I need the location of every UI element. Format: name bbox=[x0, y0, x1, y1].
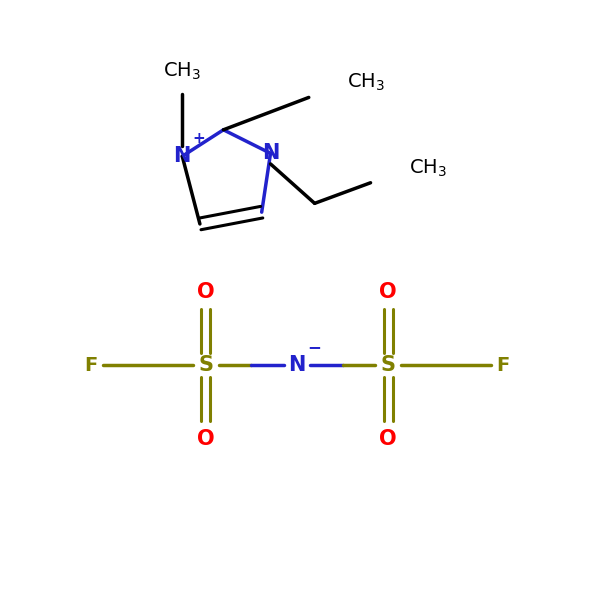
Text: N: N bbox=[288, 355, 306, 375]
Text: O: O bbox=[380, 429, 397, 449]
Text: CH$_3$: CH$_3$ bbox=[163, 60, 201, 82]
Text: S: S bbox=[381, 355, 396, 375]
Text: CH$_3$: CH$_3$ bbox=[409, 158, 447, 178]
Text: O: O bbox=[380, 281, 397, 302]
Text: CH$_3$: CH$_3$ bbox=[347, 72, 385, 93]
Text: S: S bbox=[198, 355, 213, 375]
Text: O: O bbox=[197, 429, 214, 449]
Text: +: + bbox=[192, 131, 205, 146]
Text: N: N bbox=[173, 146, 191, 166]
Text: F: F bbox=[497, 356, 510, 375]
Text: F: F bbox=[84, 356, 97, 375]
Text: N: N bbox=[262, 143, 279, 164]
Text: O: O bbox=[197, 281, 214, 302]
Text: −: − bbox=[308, 339, 321, 356]
